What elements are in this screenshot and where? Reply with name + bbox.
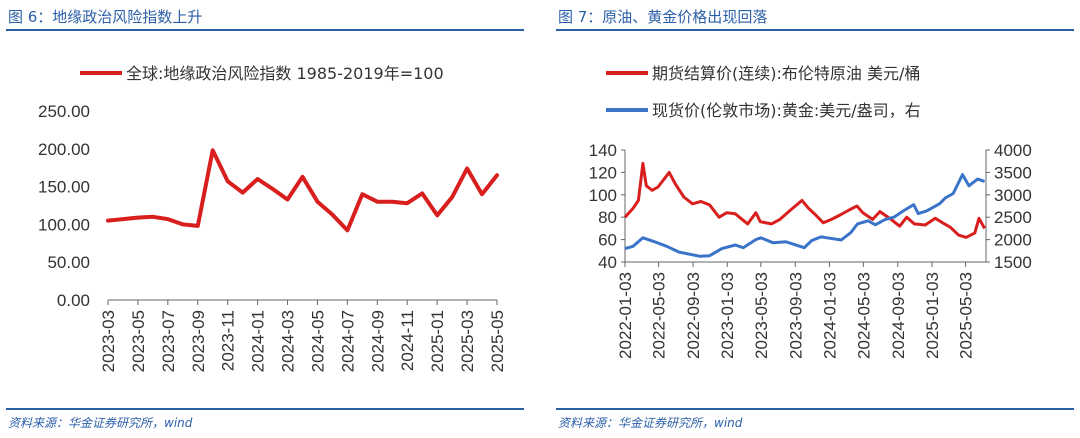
chart-title: 图 6：地缘政治风险指数上升 — [8, 8, 203, 26]
y-tick-label-right: 4000 — [994, 141, 1032, 160]
y-tick-label-left: 60 — [598, 231, 617, 250]
geopolitical-risk-chart: 全球:地缘政治风险指数 1985-2019年=100 0.00 50.00 100.0… — [38, 64, 507, 372]
chart-source: 资料来源：华金证券研究所，wind — [558, 416, 743, 430]
series-line-gold — [624, 173, 986, 258]
y-tick-label: 0.00 — [57, 291, 90, 310]
x-tick-label: 2023-09-03 — [786, 272, 805, 359]
x-tick-label: 2023-05-03 — [752, 272, 771, 359]
legend-label: 期货结算价(连续):布伦特原油 美元/桶 — [652, 64, 920, 83]
y-tick-label: 250.00 — [38, 102, 90, 121]
y-tick-label-right: 2000 — [994, 231, 1032, 250]
legend-label: 全球:地缘政治风险指数 1985-2019年=100 — [126, 64, 444, 83]
x-tick-label: 2023-09 — [189, 310, 208, 372]
x-tick-label: 2023-11 — [219, 310, 238, 371]
chart-panel-left: 图 6：地缘政治风险指数上升 全球:地缘政治风险指数 1985-2019年=10… — [0, 0, 530, 438]
y-tick-label-right: 2500 — [994, 208, 1032, 227]
x-tick-label: 2023-01-03 — [718, 272, 737, 359]
series-line-brent-oil — [623, 161, 986, 239]
title-rule — [556, 29, 1074, 31]
x-tick-label: 2024-01-03 — [820, 272, 839, 359]
chart-source: 资料来源：华金证券研究所，wind — [8, 416, 193, 430]
y-tick-label-left: 120 — [589, 163, 617, 182]
x-tick-label: 2024-07 — [338, 310, 357, 372]
x-tick-label: 2025-03 — [458, 310, 477, 372]
x-tick-label: 2024-05 — [308, 310, 327, 372]
chart-title: 图 7：原油、黄金价格出现回落 — [558, 8, 768, 26]
x-tick-label: 2024-11 — [398, 310, 417, 371]
x-tick-label: 2024-05-03 — [854, 272, 873, 359]
legend-label: 现货价(伦敦市场):黄金:美元/盎司，右 — [652, 101, 921, 120]
x-tick-label: 2022-05-03 — [650, 272, 669, 359]
x-tick-label: 2024-09 — [368, 310, 387, 372]
source-rule — [6, 408, 524, 410]
y-tick-label-left: 40 — [598, 253, 617, 272]
y-tick-label-right: 3500 — [994, 163, 1032, 182]
title-rule — [6, 29, 524, 31]
series-line-geopolitical-risk — [106, 148, 499, 233]
y-tick-label-left: 80 — [598, 208, 617, 227]
x-tick-label: 2024-09-03 — [889, 272, 908, 359]
chart-panel-right: 图 7：原油、黄金价格出现回落 期货结算价(连续):布伦特原油 美元/桶 现货价(… — [550, 0, 1080, 438]
y-tick-label-right: 3000 — [994, 186, 1032, 205]
x-tick-label: 2023-05 — [129, 310, 148, 372]
x-tick-label: 2024-03 — [279, 310, 298, 372]
y-tick-label: 100.00 — [38, 215, 90, 234]
source-rule — [556, 408, 1074, 410]
x-tick-label: 2025-01-03 — [923, 272, 942, 359]
x-tick-label: 2023-07 — [159, 310, 178, 372]
x-tick-label: 2022-01-03 — [616, 272, 635, 359]
y-tick-label: 150.00 — [38, 178, 90, 197]
y-tick-label-left: 100 — [589, 186, 617, 205]
y-tick-label: 50.00 — [47, 253, 90, 272]
x-tick-label: 2025-05-03 — [957, 272, 976, 359]
y-tick-label-left: 140 — [589, 141, 617, 160]
x-tick-label: 2024-01 — [249, 310, 268, 372]
x-tick-label: 2022-09-03 — [684, 272, 703, 359]
x-tick-label: 2025-01 — [428, 310, 447, 372]
y-tick-label-right: 1500 — [994, 253, 1032, 272]
x-tick-label: 2025-05 — [488, 310, 507, 372]
y-tick-label: 200.00 — [38, 140, 90, 159]
x-tick-label: 2023-03 — [99, 310, 118, 372]
oil-gold-chart: 期货结算价(连续):布伦特原油 美元/桶现货价(伦敦市场):黄金:美元/盎司，右… — [589, 64, 1032, 359]
